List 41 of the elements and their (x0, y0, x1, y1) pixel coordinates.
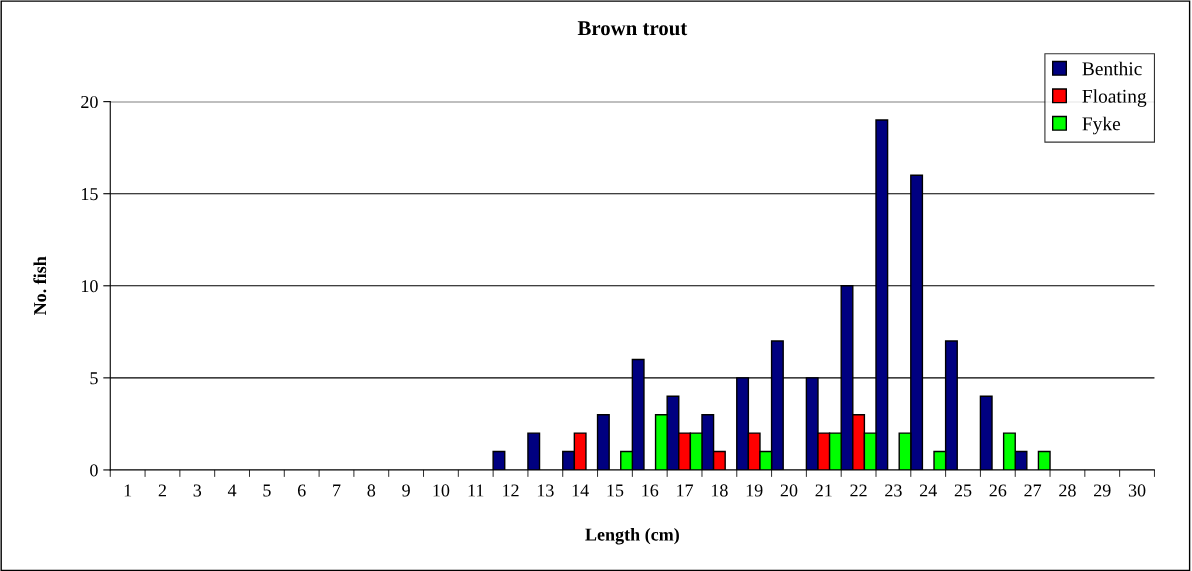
x-axis-title: Length (cm) (585, 527, 679, 545)
x-tick-label: 22 (850, 484, 867, 497)
x-tick-label: 11 (468, 484, 484, 497)
x-tick-label: 26 (989, 484, 1007, 497)
y-tick-label: 10 (81, 280, 98, 293)
legend-label: Floating (1082, 89, 1147, 107)
x-tick-label: 13 (537, 484, 554, 497)
x-tick-label: 2 (158, 484, 166, 497)
x-tick-label: 19 (746, 484, 763, 497)
x-tick-label: 15 (607, 484, 624, 497)
x-tick-label: 24 (919, 484, 937, 497)
legend-label: Fyke (1082, 116, 1121, 135)
y-tick-label: 5 (90, 372, 98, 385)
x-tick-label: 9 (402, 484, 410, 497)
x-tick-label: 10 (433, 484, 450, 497)
y-tick-label: 15 (81, 188, 98, 201)
x-tick-label: 7 (333, 484, 341, 497)
x-tick-label: 29 (1094, 484, 1111, 497)
x-tick-label: 20 (780, 484, 798, 497)
x-tick-label: 4 (227, 484, 237, 497)
x-tick-label: 25 (954, 484, 972, 497)
x-tick-label: 21 (815, 484, 832, 497)
y-tick-label: 20 (81, 95, 98, 109)
x-tick-label: 17 (677, 484, 694, 497)
x-tick-label: 1 (124, 484, 132, 497)
y-tick-label: 0 (90, 464, 98, 477)
x-tick-label: 8 (367, 484, 376, 497)
x-tick-label: 3 (193, 484, 202, 497)
x-tick-label: 18 (711, 484, 728, 497)
x-tick-label: 27 (1024, 484, 1042, 497)
x-tick-label: 5 (263, 484, 271, 497)
chart-title: Brown trout (577, 21, 688, 36)
x-tick-label: 12 (503, 484, 519, 497)
x-tick-label: 14 (572, 484, 589, 497)
x-tick-label: 23 (885, 484, 902, 497)
legend-label: Benthic (1082, 61, 1142, 76)
x-tick-label: 30 (1128, 484, 1146, 497)
x-tick-label: 6 (297, 484, 306, 497)
y-axis-title: No. fish (33, 256, 47, 316)
x-tick-label: 16 (642, 484, 659, 497)
x-tick-label: 28 (1059, 484, 1076, 497)
